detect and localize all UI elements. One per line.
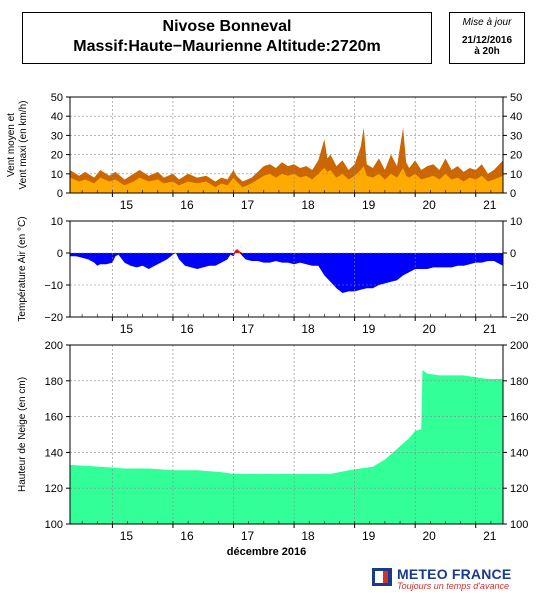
x-tick-label-day-18: 18 — [301, 198, 315, 212]
x-tick-label-day-16: 16 — [180, 322, 194, 336]
snow-depth-area — [70, 370, 503, 524]
x-tick-label-day-17: 17 — [241, 322, 255, 336]
y-tick-label-right: 140 — [510, 447, 528, 459]
x-tick-label-day-16: 16 — [180, 198, 194, 212]
x-axis-label: décembre 2016 — [227, 546, 307, 558]
y-axis-label: Température Air (en °C) — [17, 216, 28, 321]
x-tick-label-day-18: 18 — [301, 529, 315, 543]
y-axis-label: Hauteur de Neige (en cm) — [17, 377, 28, 492]
y-tick-label-left: 10 — [51, 216, 63, 228]
update-time: à 20h — [474, 46, 500, 57]
x-tick-label-day-20: 20 — [423, 529, 437, 543]
y-tick-label-right: −10 — [510, 280, 529, 292]
y-tick-label-right: 160 — [510, 412, 528, 424]
y-tick-label-left: 10 — [51, 169, 63, 181]
meteo-france-logo: METEO FRANCE Toujours un temps d'avance — [371, 566, 536, 592]
station-subtitle: Massif:Haute−Maurienne Altitude:2720m — [73, 38, 381, 55]
x-tick-label-day-20: 20 — [423, 198, 437, 212]
y-tick-label-left: −10 — [44, 280, 63, 292]
panel-frame — [69, 220, 504, 318]
y-tick-label-right: 10 — [510, 216, 522, 228]
x-tick-label-day-20: 20 — [423, 322, 437, 336]
update-label: Mise à jour — [462, 17, 512, 28]
y-tick-label-left: 160 — [45, 412, 63, 424]
y-tick-label-left: 0 — [57, 188, 63, 200]
x-tick-label-day-17: 17 — [241, 198, 255, 212]
update-date: 21/12/2016 — [461, 35, 513, 46]
x-tick-label-day-15: 15 — [120, 322, 134, 336]
wind-mean-area — [70, 166, 503, 193]
y-tick-label-left: 140 — [45, 447, 63, 459]
y-tick-label-right: 40 — [510, 111, 522, 123]
y-tick-label-left: 120 — [45, 483, 63, 495]
x-tick-label-day-19: 19 — [362, 198, 376, 212]
y-axis-label: Vent moyen et — [6, 113, 17, 177]
panel-background — [70, 221, 503, 317]
temperature-below-zero-area — [70, 253, 503, 293]
x-tick-label-day-21: 21 — [483, 322, 497, 336]
y-tick-label-left: 40 — [51, 111, 63, 123]
brand-name: METEO FRANCE — [397, 566, 512, 582]
y-tick-label-left: 0 — [57, 248, 63, 260]
x-tick-label-day-21: 21 — [483, 198, 497, 212]
title-box: Nivose Bonneval Massif:Haute−Maurienne A… — [22, 12, 432, 64]
x-tick-label-day-15: 15 — [120, 198, 134, 212]
x-tick-label-day-15: 15 — [120, 529, 134, 543]
y-tick-label-left: 20 — [51, 150, 63, 162]
update-box: Mise à jour 21/12/2016 à 20h — [449, 12, 525, 64]
y-tick-label-left: 30 — [51, 130, 63, 142]
x-tick-label-day-19: 19 — [362, 529, 376, 543]
y-tick-label-right: 50 — [510, 92, 522, 104]
brand-slogan: Toujours un temps d'avance — [397, 581, 509, 591]
y-tick-label-right: 180 — [510, 376, 528, 388]
y-tick-label-right: −20 — [510, 312, 529, 324]
y-tick-label-right: 0 — [510, 248, 516, 260]
y-axis-label: Vent maxi (en km/h) — [18, 101, 29, 190]
y-tick-label-right: 20 — [510, 150, 522, 162]
x-tick-label-day-19: 19 — [362, 322, 376, 336]
x-tick-label-day-21: 21 — [483, 529, 497, 543]
y-tick-label-left: 180 — [45, 376, 63, 388]
y-tick-label-left: 200 — [45, 340, 63, 352]
y-tick-label-right: 10 — [510, 169, 522, 181]
panel-frame — [69, 96, 504, 194]
panel-frame — [69, 344, 504, 525]
y-tick-label-right: 0 — [510, 188, 516, 200]
x-tick-label-day-16: 16 — [180, 529, 194, 543]
x-tick-label-day-17: 17 — [241, 529, 255, 543]
y-tick-label-right: 30 — [510, 130, 522, 142]
x-tick-label-day-18: 18 — [301, 322, 315, 336]
y-tick-label-left: 100 — [45, 519, 63, 531]
y-tick-label-left: 50 — [51, 92, 63, 104]
y-tick-label-right: 100 — [510, 519, 528, 531]
meteo-france-logo-icon — [372, 568, 392, 586]
station-title: Nivose Bonneval — [162, 18, 292, 35]
y-tick-label-right: 200 — [510, 340, 528, 352]
y-tick-label-right: 120 — [510, 483, 528, 495]
y-tick-label-left: −20 — [44, 312, 63, 324]
